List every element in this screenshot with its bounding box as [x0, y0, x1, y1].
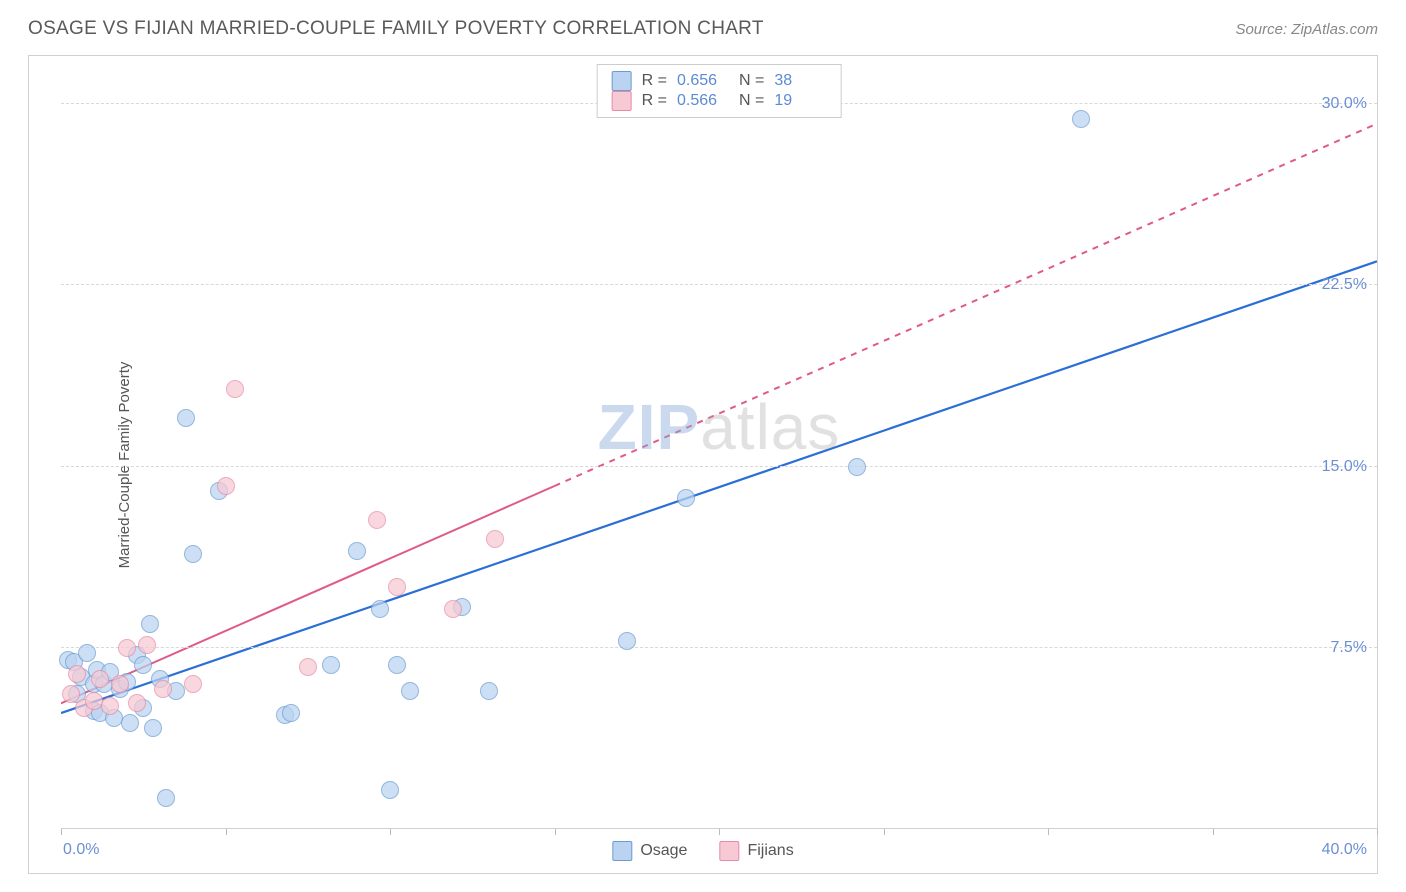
data-point: [128, 694, 146, 712]
data-point: [299, 658, 317, 676]
data-point: [1072, 110, 1090, 128]
data-point: [121, 714, 139, 732]
x-tick: [719, 829, 720, 835]
legend-n-label: N =: [739, 92, 764, 110]
data-point: [134, 656, 152, 674]
legend-r-label: R =: [642, 72, 667, 90]
data-point: [91, 670, 109, 688]
data-point: [217, 477, 235, 495]
chart-source: Source: ZipAtlas.com: [1235, 21, 1378, 38]
legend-r-value: 0.656: [677, 72, 729, 90]
x-tick: [390, 829, 391, 835]
data-point: [371, 600, 389, 618]
data-point: [486, 530, 504, 548]
correlation-legend-row: R = 0.566 N = 19: [612, 91, 827, 111]
legend-n-value: 38: [774, 72, 826, 90]
chart-header: OSAGE VS FIJIAN MARRIED-COUPLE FAMILY PO…: [0, 0, 1406, 50]
legend-swatch: [612, 71, 632, 91]
data-point: [144, 719, 162, 737]
x-tick: [1213, 829, 1214, 835]
data-point: [282, 704, 300, 722]
y-tick-label: 7.5%: [1331, 639, 1367, 657]
data-point: [848, 458, 866, 476]
x-tick: [61, 829, 62, 835]
legend-swatch: [612, 841, 632, 861]
chart-title: OSAGE VS FIJIAN MARRIED-COUPLE FAMILY PO…: [28, 18, 764, 40]
correlation-legend-row: R = 0.656 N = 38: [612, 71, 827, 91]
legend-label: Fijians: [747, 842, 793, 860]
data-point: [78, 644, 96, 662]
data-point: [388, 656, 406, 674]
data-point: [101, 697, 119, 715]
watermark: ZIPatlas: [598, 390, 841, 464]
data-point: [184, 545, 202, 563]
trend-lines: [61, 56, 1377, 829]
data-point: [444, 600, 462, 618]
plot-area: ZIPatlas R = 0.656 N = 38 R = 0.566 N = 19 7.5%…: [61, 56, 1377, 829]
x-tick: [555, 829, 556, 835]
data-point: [111, 675, 129, 693]
legend-n-value: 19: [774, 92, 826, 110]
legend-label: Osage: [640, 842, 687, 860]
y-tick-label: 22.5%: [1322, 276, 1367, 294]
data-point: [401, 682, 419, 700]
gridline-h: [61, 647, 1377, 648]
chart-container: Married-Couple Family Poverty ZIPatlas R…: [28, 55, 1378, 874]
x-tick: [884, 829, 885, 835]
legend-swatch: [612, 91, 632, 111]
legend-swatch: [719, 841, 739, 861]
series-legend: Osage Fijians: [612, 841, 793, 861]
data-point: [618, 632, 636, 650]
gridline-h: [61, 466, 1377, 467]
data-point: [85, 692, 103, 710]
y-tick-label: 15.0%: [1322, 458, 1367, 476]
data-point: [381, 781, 399, 799]
data-point: [154, 680, 172, 698]
legend-n-label: N =: [739, 72, 764, 90]
data-point: [388, 578, 406, 596]
data-point: [184, 675, 202, 693]
correlation-legend: R = 0.656 N = 38 R = 0.566 N = 19: [597, 64, 842, 118]
x-tick: [1377, 829, 1378, 835]
data-point: [138, 636, 156, 654]
data-point: [368, 511, 386, 529]
data-point: [226, 380, 244, 398]
data-point: [348, 542, 366, 560]
data-point: [157, 789, 175, 807]
x-tick: [1048, 829, 1049, 835]
gridline-h: [61, 284, 1377, 285]
x-axis-min-label: 0.0%: [63, 841, 99, 859]
legend-r-label: R =: [642, 92, 667, 110]
x-axis-max-label: 40.0%: [1322, 841, 1367, 859]
data-point: [480, 682, 498, 700]
data-point: [118, 639, 136, 657]
data-point: [141, 615, 159, 633]
x-tick: [226, 829, 227, 835]
data-point: [68, 665, 86, 683]
data-point: [177, 409, 195, 427]
legend-r-value: 0.566: [677, 92, 729, 110]
legend-item: Osage: [612, 841, 687, 861]
y-tick-label: 30.0%: [1322, 95, 1367, 113]
legend-item: Fijians: [719, 841, 793, 861]
data-point: [322, 656, 340, 674]
data-point: [62, 685, 80, 703]
data-point: [677, 489, 695, 507]
